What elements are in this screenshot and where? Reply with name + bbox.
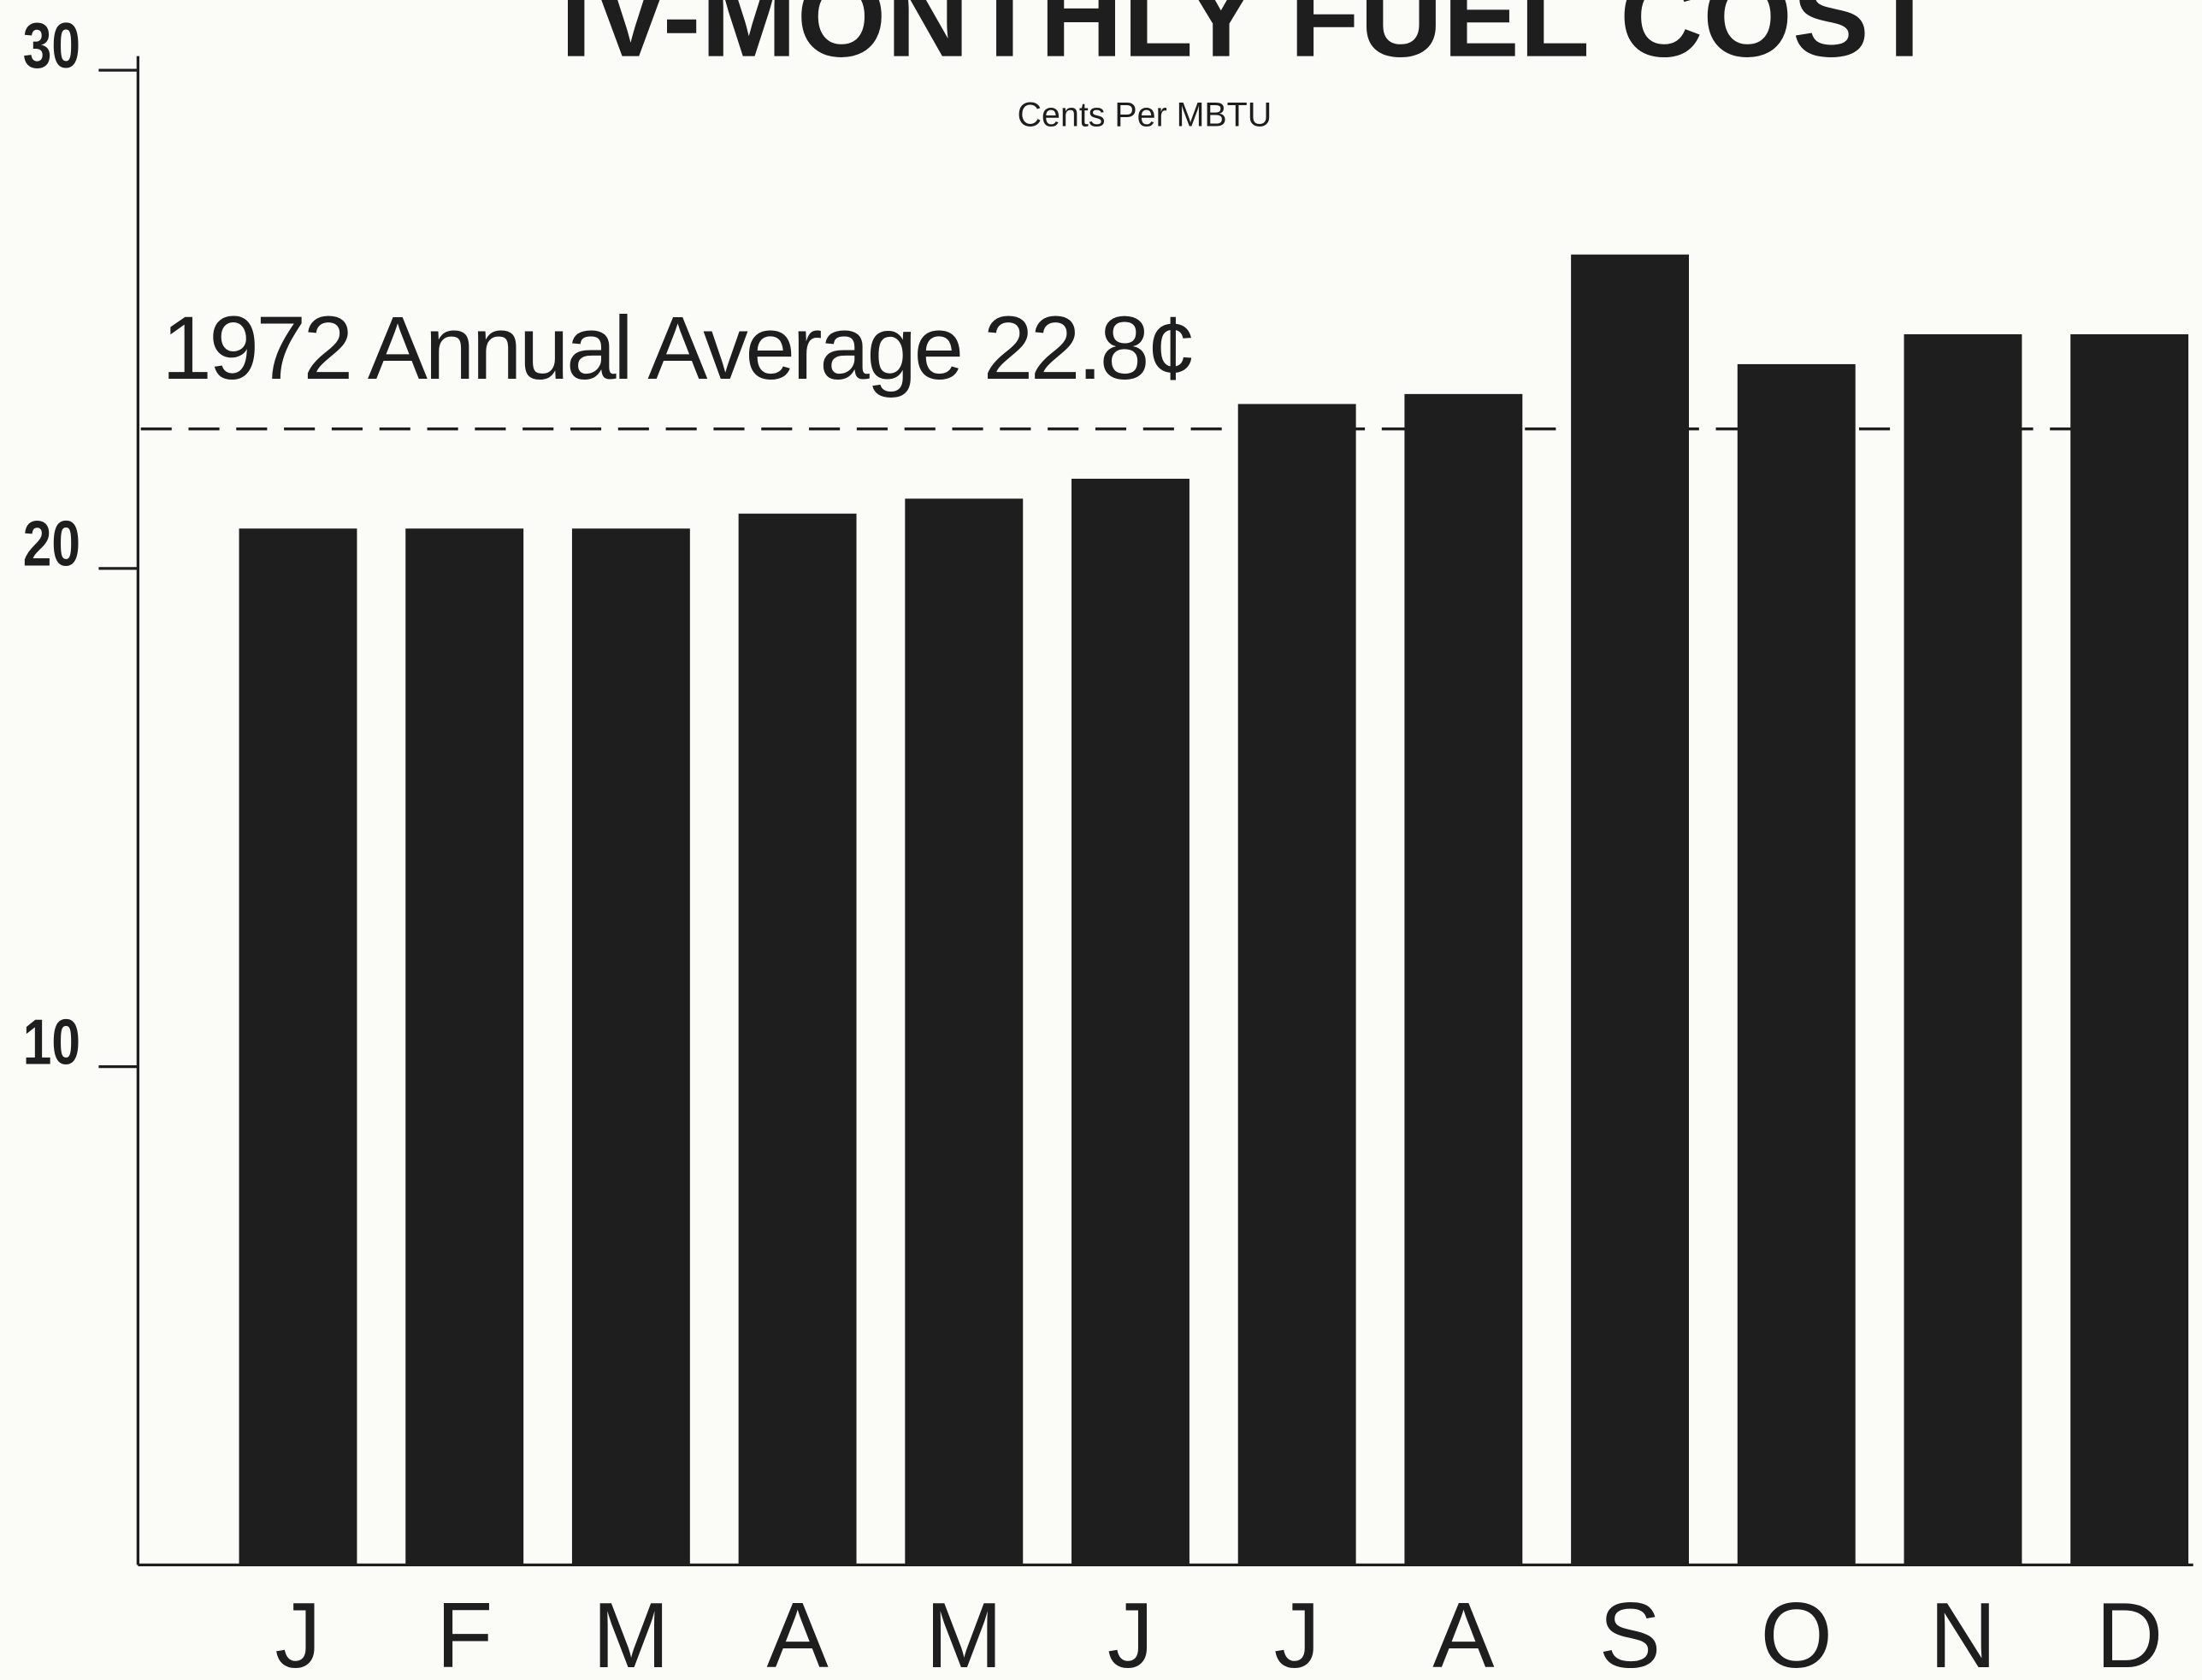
bar: [1904, 333, 2022, 1565]
x-tick-label: A: [766, 1583, 829, 1680]
x-tick-label: F: [436, 1583, 493, 1680]
bar: [1571, 254, 1690, 1565]
x-tick-label: N: [1929, 1583, 1996, 1680]
bar: [405, 528, 524, 1565]
bar: [2070, 333, 2189, 1565]
y-tick-label: 30: [23, 9, 80, 81]
bar: [905, 498, 1024, 1565]
x-tick-label: O: [1761, 1583, 1833, 1680]
y-tick-label: 20: [23, 508, 80, 580]
chart-subtitle: Cents Per MBTU: [1018, 97, 1272, 134]
chart-title: IV-MONTHLY FUEL COST: [560, 0, 1939, 81]
reference-label: 1972 Annual Average 22.8¢: [162, 298, 1194, 398]
bar: [738, 513, 857, 1565]
bar: [1737, 363, 1856, 1565]
x-tick-label: S: [1599, 1583, 1661, 1680]
x-tick-label: D: [2096, 1583, 2163, 1680]
x-tick-label: J: [1107, 1583, 1154, 1680]
bar: [1404, 393, 1523, 1565]
x-tick-label: M: [593, 1583, 670, 1680]
bar: [239, 528, 357, 1565]
x-tick-label: M: [925, 1583, 1002, 1680]
x-tick-label: J: [275, 1583, 321, 1680]
x-tick-label: J: [1274, 1583, 1320, 1680]
bar: [571, 528, 690, 1565]
x-tick-label: A: [1432, 1583, 1495, 1680]
bar: [1071, 478, 1190, 1565]
bar: [1237, 404, 1356, 1565]
y-tick-label: 10: [23, 1006, 80, 1078]
